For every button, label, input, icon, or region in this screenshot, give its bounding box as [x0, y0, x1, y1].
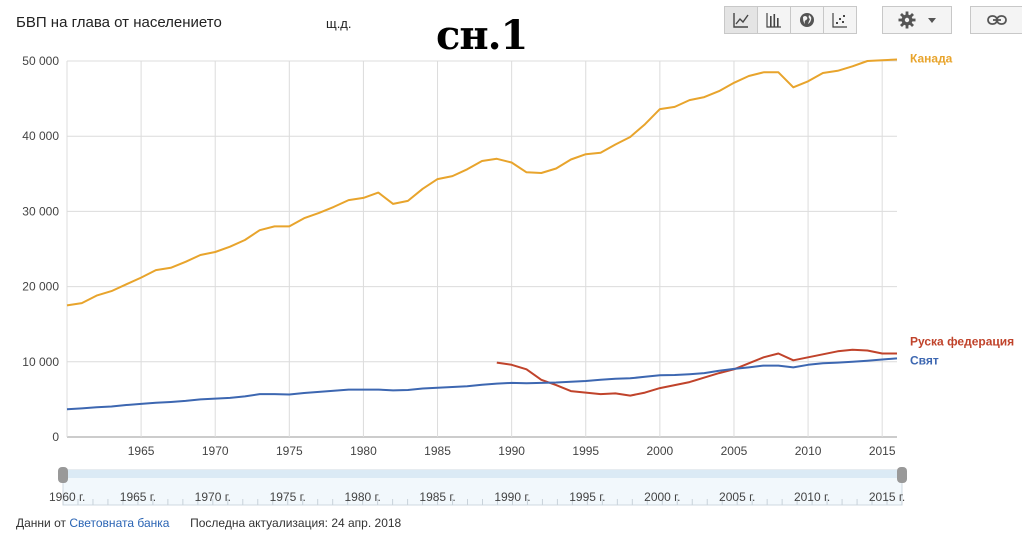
range-selector-label: 2000 г. [644, 490, 680, 504]
x-tick-label: 2015 [869, 444, 896, 458]
bar-chart-button[interactable] [757, 6, 791, 34]
range-selector-label: 1990 г. [494, 490, 530, 504]
x-tick-label: 1995 [572, 444, 599, 458]
x-tick-label: 1985 [424, 444, 451, 458]
series-label: Свят [910, 353, 939, 367]
range-selector-label: 1985 г. [419, 490, 455, 504]
series-label: Канада [910, 51, 953, 65]
chart-title: БВП на глава от населението [16, 14, 222, 31]
x-tick-label: 2005 [721, 444, 748, 458]
chart-type-toolbar [724, 6, 857, 34]
series-label: Руска федерация [910, 335, 1014, 349]
range-selector-label: 1980 г. [345, 490, 381, 504]
range-selector-label: 1995 г. [569, 490, 605, 504]
line-chart: 0 10 000 20 000 30 000 40 000 50 000 1965 1970 1… [22, 51, 1014, 506]
x-tick-label: 1965 [128, 444, 155, 458]
range-selector-label: 2015 г. [869, 490, 905, 504]
y-tick-label: 40 000 [22, 129, 59, 143]
last-updated: Последна актуализация: 24 апр. 2018 [190, 516, 402, 530]
range-selector-label: 1960 г. [49, 490, 85, 504]
y-tick-label: 10 000 [22, 355, 59, 369]
x-tick-label: 1990 [498, 444, 525, 458]
scatter-chart-icon [832, 13, 847, 28]
range-selector-label: 2010 г. [794, 490, 830, 504]
globe-icon [800, 13, 814, 27]
map-chart-button[interactable] [790, 6, 824, 34]
range-handle-left[interactable] [58, 467, 68, 483]
scatter-chart-button[interactable] [823, 6, 857, 34]
unit-label: щ.д. [326, 16, 352, 31]
range-selector-label: 1975 г. [270, 490, 306, 504]
x-tick-label: 2010 [795, 444, 822, 458]
range-selector-label: 1965 г. [120, 490, 156, 504]
series-line-0 [66, 58, 898, 307]
y-tick-label: 30 000 [22, 204, 59, 218]
y-tick-label: 20 000 [22, 280, 59, 294]
x-tick-label: 1975 [276, 444, 303, 458]
x-tick-label: 2000 [647, 444, 674, 458]
settings-button[interactable] [882, 6, 952, 34]
range-selector-label: 2005 г. [719, 490, 755, 504]
range-selector-label: 1970 г. [195, 490, 231, 504]
x-tick-label: 1970 [202, 444, 229, 458]
range-handle-right[interactable] [897, 467, 907, 483]
line-chart-icon [733, 13, 749, 28]
chevron-down-icon [928, 17, 936, 23]
source-prefix: Данни от [16, 516, 66, 530]
series-line-2 [66, 357, 898, 411]
gear-icon [898, 11, 916, 29]
y-tick-label: 0 [52, 430, 59, 444]
footer: Данни от Световната банка Последна актуа… [16, 516, 401, 530]
source-link[interactable]: Световната банка [69, 516, 170, 530]
series-line-1 [496, 348, 897, 397]
share-link-button[interactable] [970, 6, 1022, 34]
y-tick-label: 50 000 [22, 54, 59, 68]
figure-label: сн.1 [436, 12, 528, 59]
range-selector-band [63, 470, 902, 478]
link-icon [986, 15, 1007, 25]
bar-chart-icon [766, 13, 781, 28]
x-tick-label: 1980 [350, 444, 377, 458]
